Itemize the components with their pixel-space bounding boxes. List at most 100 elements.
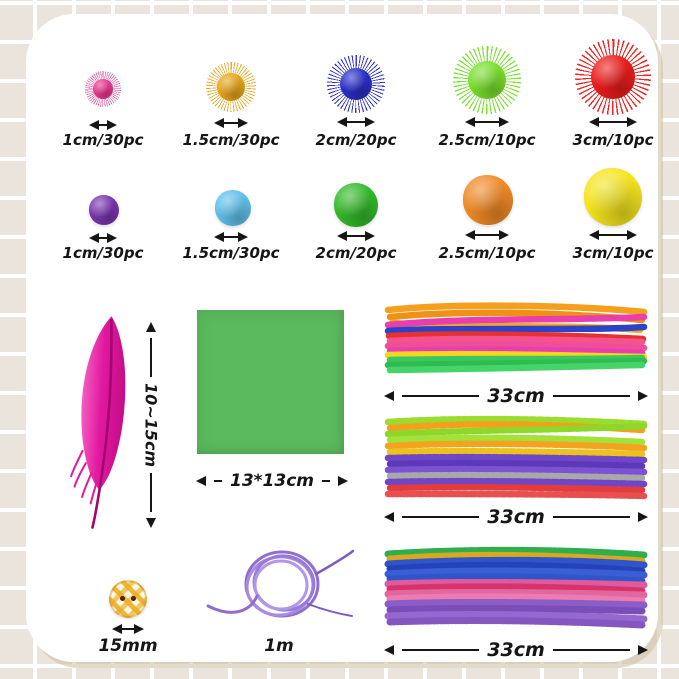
pom-body: [467, 60, 507, 100]
size-arrow: [89, 120, 117, 130]
arrow-right-head: [238, 232, 248, 242]
size-label: 2cm/20pc: [315, 244, 397, 262]
pom-body: [88, 194, 120, 226]
arrow-left-head: [589, 230, 599, 240]
arrow-line: [599, 121, 627, 123]
bundle2-length-dimension: 33cm: [384, 505, 649, 529]
size-arrow: [465, 230, 509, 240]
arrow-line: [402, 516, 480, 518]
pompom-glitter-blue: [327, 55, 385, 113]
size-label: 2cm/20pc: [315, 131, 397, 149]
arrow-left-head: [89, 233, 99, 243]
arrow-right-head: [627, 230, 637, 240]
bundle3-length-dimension: 33cm: [384, 638, 649, 662]
arrow-up-head: [146, 322, 156, 332]
size-label: 3cm/10pc: [572, 244, 654, 262]
button-size-arrow: [112, 624, 144, 634]
arrow-line: [347, 235, 365, 237]
arrow-line: [402, 649, 480, 651]
size-label: 3cm/10pc: [572, 131, 654, 149]
cord-coil: [206, 549, 355, 618]
paper-square: [197, 310, 344, 454]
arrow-right-head: [107, 233, 117, 243]
bundle1-length-label: 33cm: [487, 385, 545, 407]
arrow-left-head: [214, 232, 224, 242]
arrow-left-head: [112, 624, 122, 634]
feather-length-dimension: 10~15cm: [140, 322, 162, 528]
size-arrow: [337, 231, 375, 241]
arrow-left-head: [384, 391, 394, 401]
size-arrow: [337, 117, 375, 127]
size-arrow: [89, 233, 117, 243]
arrow-line: [150, 473, 152, 512]
size-label: 2.5cm/10pc: [438, 131, 536, 149]
pompom-orange: [461, 173, 515, 227]
arrow-down-head: [146, 518, 156, 528]
arrow-right-head: [638, 391, 649, 401]
arrow-right-head: [638, 645, 649, 655]
pompom-yellow: [582, 166, 644, 228]
size-label: 2.5cm/10pc: [438, 244, 536, 262]
arrow-right-head: [365, 117, 375, 127]
pompom-glitter-green: [453, 46, 521, 114]
arrow-right-head: [365, 231, 375, 241]
arrow-right-head: [499, 117, 509, 127]
arrow-line: [99, 237, 107, 239]
pompom-glitter-red: [574, 38, 652, 116]
arrow-left-head: [89, 120, 99, 130]
feather: [70, 316, 126, 529]
size-arrow: [589, 117, 637, 127]
arrow-left-head: [337, 117, 347, 127]
arrow-line: [475, 121, 499, 123]
pom-body: [591, 55, 635, 99]
button-size-label: 15mm: [98, 636, 158, 656]
arrow-line: [322, 480, 330, 482]
arrow-left-head: [384, 512, 394, 522]
size-label: 1cm/30pc: [62, 131, 144, 149]
arrow-line: [224, 236, 238, 238]
pompom-skyblue: [214, 189, 252, 227]
pom-body: [334, 183, 378, 227]
bundle2-length-label: 33cm: [487, 506, 545, 528]
arrow-right-head: [499, 230, 509, 240]
pompom-glitter-gold: [205, 61, 257, 113]
arrow-line: [599, 234, 627, 236]
feather-length-label: 10~15cm: [141, 382, 161, 468]
arrow-line: [475, 234, 499, 236]
size-label: 1.5cm/30pc: [182, 131, 280, 149]
pipe-cleaner-bundle-solid: [384, 302, 648, 374]
arrow-line: [552, 395, 631, 397]
arrow-line: [402, 395, 480, 397]
arrow-right-head: [638, 512, 649, 522]
pom-body: [462, 174, 514, 226]
size-arrow: [589, 230, 637, 240]
bundle1-length-dimension: 33cm: [384, 384, 649, 408]
arrow-line: [347, 121, 365, 123]
gingham-button: [109, 580, 147, 618]
size-arrow: [214, 118, 248, 128]
pompom-purple: [88, 194, 120, 226]
arrow-left-head: [214, 118, 224, 128]
size-arrow: [465, 117, 509, 127]
arrow-line: [552, 649, 631, 651]
arrow-line: [150, 338, 152, 377]
arrow-left-head: [196, 476, 206, 486]
arrow-line: [552, 516, 631, 518]
pom-body: [216, 72, 246, 102]
arrow-right-head: [338, 476, 348, 486]
product-card: 1cm/30pc 1.5cm/30pc 2cm/20pc 2.5cm/10pc …: [26, 14, 658, 662]
pipe-cleaner-bundle-striped: [384, 415, 648, 500]
pompom-glitter-pink: [85, 71, 121, 107]
pompom-green: [333, 182, 379, 228]
arrow-right-head: [238, 118, 248, 128]
arrow-line: [122, 628, 134, 630]
paper-size-label: 13*13cm: [230, 471, 314, 491]
size-label: 1cm/30pc: [62, 244, 144, 262]
arrow-line: [99, 124, 107, 126]
arrow-left-head: [589, 117, 599, 127]
pom-body: [92, 78, 114, 100]
pom-body: [583, 167, 643, 227]
pom-body: [215, 190, 251, 226]
pipe-cleaner-bundle-glitter: [384, 546, 648, 629]
